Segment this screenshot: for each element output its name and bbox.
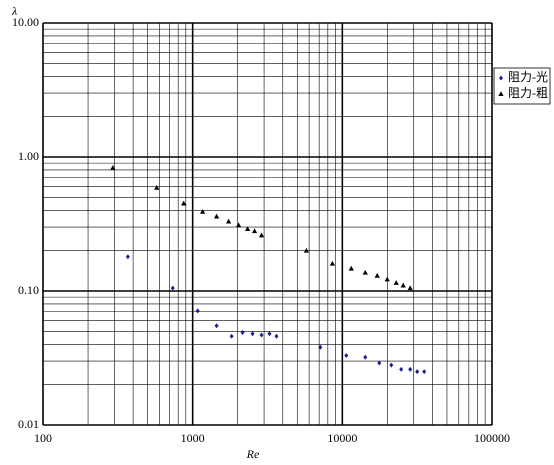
legend-label: 阻力-粗 [508, 86, 548, 100]
y-tick-label: 10.00 [12, 15, 39, 29]
point [399, 366, 404, 372]
point [274, 333, 279, 339]
x-tick-label: 100000 [474, 431, 510, 445]
legend-label: 阻力-光 [508, 70, 548, 84]
y-tick-label: 0.01 [18, 417, 39, 431]
legend-box [493, 67, 551, 105]
y-tick-label: 1.00 [18, 149, 39, 163]
point [229, 333, 234, 339]
point [244, 226, 251, 232]
point [235, 222, 242, 228]
point [415, 369, 420, 375]
point [195, 308, 200, 314]
point [200, 208, 206, 214]
point [389, 362, 394, 368]
point [225, 218, 232, 224]
point [170, 285, 175, 291]
point [125, 254, 130, 260]
point [408, 366, 413, 372]
x-axis-label: Re [246, 447, 260, 461]
point [318, 344, 323, 350]
point [154, 184, 160, 190]
point [181, 200, 187, 206]
point [407, 285, 413, 291]
point [213, 213, 220, 219]
y-axis-label: λ [11, 4, 17, 18]
point [303, 247, 309, 253]
y-tick-label: 0.10 [18, 283, 39, 297]
point [384, 276, 390, 282]
point [377, 360, 382, 366]
point [214, 323, 219, 329]
point [362, 269, 368, 275]
point [240, 330, 245, 336]
point [259, 332, 264, 338]
point [329, 260, 335, 266]
x-tick-label: 10000 [327, 431, 357, 445]
point [258, 232, 265, 238]
point [422, 369, 427, 375]
point [363, 354, 368, 360]
point [267, 331, 272, 337]
legend-marker [498, 91, 504, 96]
x-tick-label: 100 [34, 431, 52, 445]
point [251, 228, 258, 234]
x-tick-label: 1000 [181, 431, 205, 445]
point [110, 165, 116, 170]
point [374, 272, 380, 278]
legend-marker [499, 75, 503, 81]
point [393, 280, 399, 285]
point [250, 331, 255, 337]
point [400, 282, 406, 288]
point [348, 265, 354, 271]
point [344, 353, 349, 359]
